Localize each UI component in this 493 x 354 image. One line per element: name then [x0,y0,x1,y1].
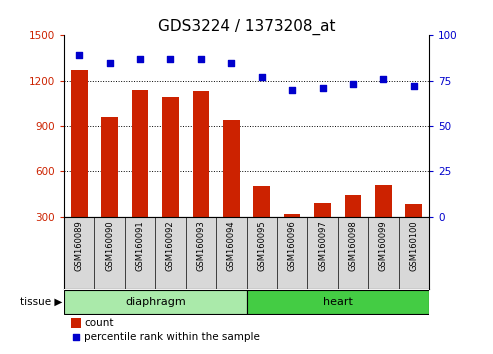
Bar [345,195,361,262]
Text: GSM160095: GSM160095 [257,220,266,271]
Point [136,56,144,62]
Text: GSM160098: GSM160098 [349,220,357,271]
Title: GDS3224 / 1373208_at: GDS3224 / 1373208_at [158,19,335,35]
Bar [132,90,148,262]
Text: GSM160091: GSM160091 [136,220,144,271]
Bar [405,205,422,262]
Point [75,52,83,58]
Bar [314,203,331,262]
Text: count: count [84,318,114,328]
Point [227,60,235,65]
Bar [253,186,270,262]
Bar [71,318,80,328]
Point [72,334,80,340]
Bar [375,185,391,262]
Bar [193,91,209,262]
Text: diaphragm: diaphragm [125,297,186,307]
Point [380,76,387,82]
Bar [102,117,118,262]
Text: GSM160099: GSM160099 [379,220,388,271]
Bar [284,213,300,262]
Text: percentile rank within the sample: percentile rank within the sample [84,332,260,342]
Text: GSM160093: GSM160093 [196,220,206,271]
Point [197,56,205,62]
Text: tissue ▶: tissue ▶ [20,297,63,307]
Point [288,87,296,93]
Text: heart: heart [323,297,352,307]
Bar [223,120,240,262]
Bar [71,70,88,262]
Bar [64,290,246,314]
Text: GSM160089: GSM160089 [75,220,84,271]
Text: GSM160097: GSM160097 [318,220,327,271]
Point [167,56,175,62]
Point [349,81,357,87]
Text: GSM160096: GSM160096 [287,220,297,271]
Point [258,74,266,80]
Point [410,83,418,89]
Text: GSM160100: GSM160100 [409,220,418,271]
Text: GSM160090: GSM160090 [105,220,114,271]
Point [106,60,113,65]
Bar [162,97,179,262]
Text: GSM160094: GSM160094 [227,220,236,271]
Text: GSM160092: GSM160092 [166,220,175,271]
Point [318,85,326,91]
Bar [246,290,429,314]
